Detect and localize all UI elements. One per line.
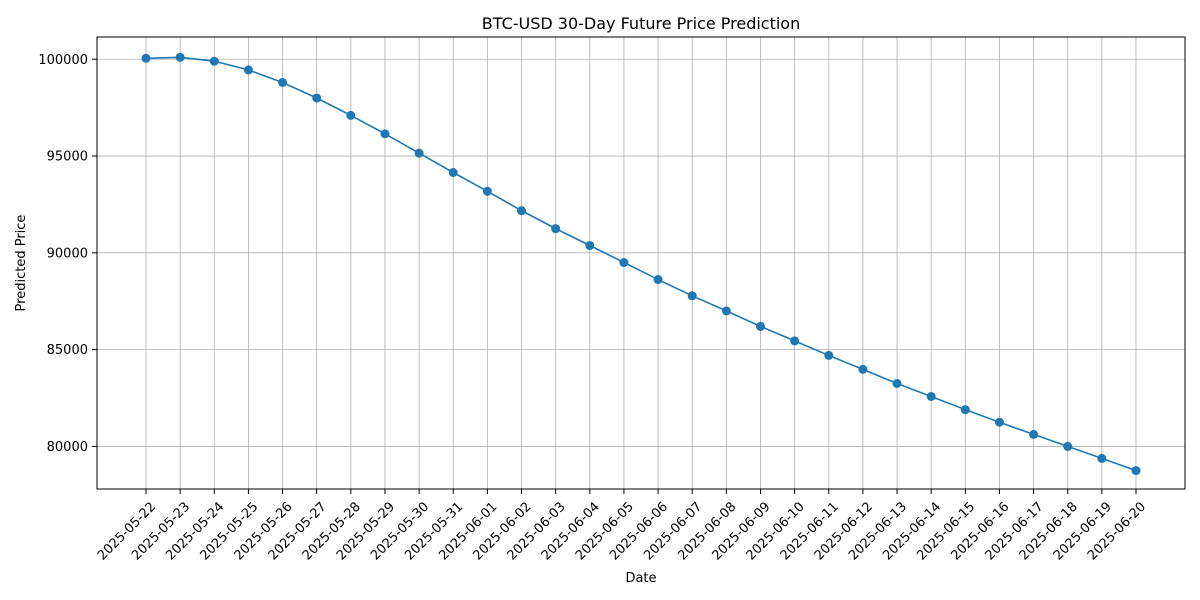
- data-point: [243, 65, 253, 75]
- data-point: [1131, 466, 1141, 476]
- data-point: [926, 391, 936, 401]
- data-point: [892, 379, 902, 389]
- data-point: [175, 52, 185, 62]
- data-point: [1097, 453, 1107, 463]
- data-point: [380, 129, 390, 139]
- data-point: [448, 168, 458, 178]
- data-point: [278, 77, 288, 87]
- data-point: [790, 336, 800, 346]
- y-tick-label: 100000: [38, 53, 88, 68]
- x-axis-label: Date: [625, 571, 656, 586]
- data-point: [482, 186, 492, 196]
- data-point: [653, 275, 663, 285]
- data-point: [551, 224, 561, 234]
- series-line: [145, 56, 1137, 472]
- data-point: [960, 405, 970, 415]
- data-point: [585, 240, 595, 250]
- data-point: [858, 364, 868, 374]
- y-tick-label: 85000: [47, 343, 88, 358]
- y-tick-label: 90000: [47, 246, 88, 261]
- y-ticks: 80000 85000 90000 95000 100000: [38, 53, 97, 455]
- y-tick-label: 95000: [47, 150, 88, 165]
- chart-title: BTC-USD 30-Day Future Price Prediction: [482, 14, 800, 33]
- data-point: [141, 53, 151, 63]
- data-point: [312, 93, 322, 103]
- series-layer: [141, 52, 1141, 476]
- plot-frame: [96, 36, 1186, 490]
- data-point: [414, 148, 424, 158]
- data-point: [824, 350, 834, 360]
- data-point: [755, 321, 765, 331]
- y-axis-label: Predicted Price: [14, 215, 29, 312]
- data-point: [721, 306, 731, 316]
- data-point: [346, 110, 356, 120]
- data-point: [1063, 441, 1073, 451]
- data-point: [209, 56, 219, 66]
- grid-lines: [97, 37, 1185, 489]
- data-point: [619, 258, 629, 268]
- y-tick-label: 80000: [47, 440, 88, 455]
- x-ticks: 2025-05-222025-05-232025-05-242025-05-25…: [95, 489, 1149, 563]
- data-point: [1029, 429, 1039, 439]
- data-point: [687, 291, 697, 301]
- data-point: [517, 206, 527, 216]
- data-point: [994, 417, 1004, 427]
